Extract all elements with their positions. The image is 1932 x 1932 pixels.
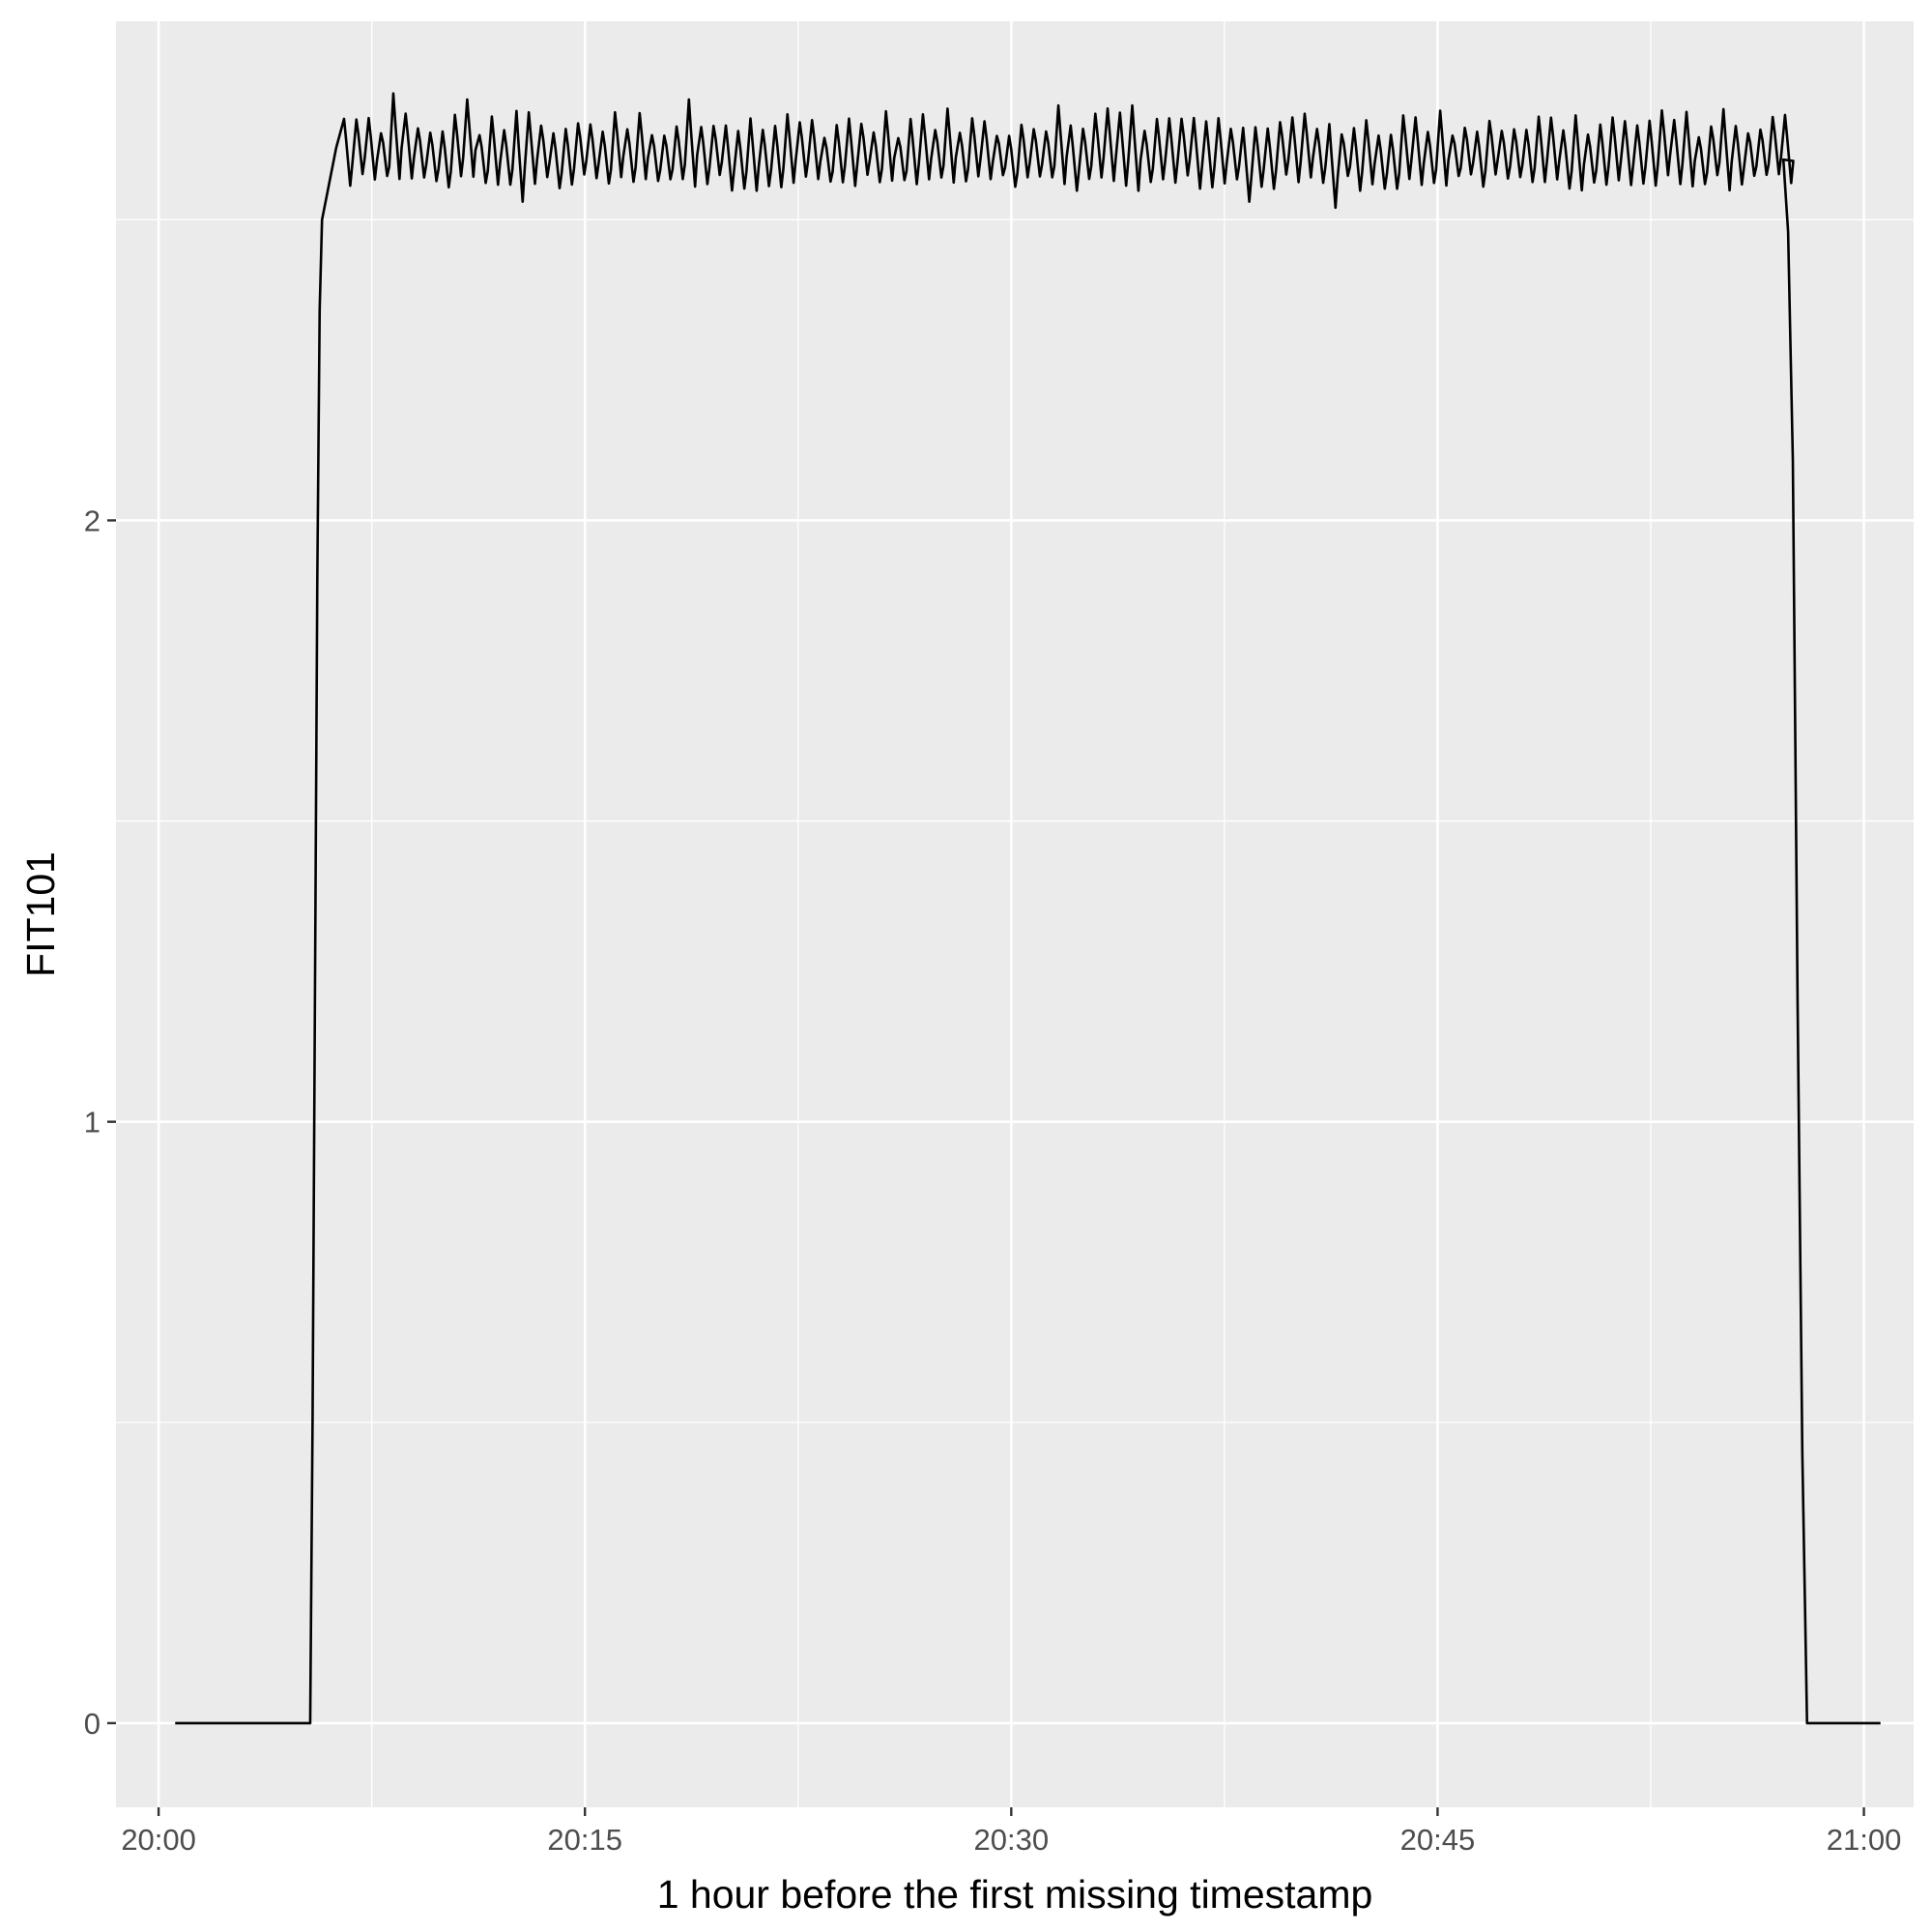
y-axis-title: FIT101: [18, 851, 63, 977]
plot-panel: [116, 21, 1914, 1807]
x-axis: 20:00 20:15 20:30 20:45 21:00: [121, 1807, 1901, 1857]
y-tick-label: 2: [84, 504, 101, 537]
y-tick-label: 0: [84, 1707, 101, 1741]
x-tick-label: 20:15: [547, 1823, 622, 1857]
x-axis-title: 1 hour before the first missing timestam…: [657, 1872, 1373, 1917]
major-gridlines: [116, 21, 1914, 1807]
x-tick-label: 20:00: [121, 1823, 196, 1857]
y-tick-label: 1: [84, 1106, 101, 1139]
x-tick-label: 20:30: [974, 1823, 1050, 1857]
x-tick-label: 20:45: [1400, 1823, 1476, 1857]
minor-gridlines: [116, 21, 1914, 1807]
y-axis: 0 1 2: [84, 504, 116, 1741]
x-tick-label: 21:00: [1827, 1823, 1902, 1857]
fit101-series-line: [175, 92, 1881, 1725]
